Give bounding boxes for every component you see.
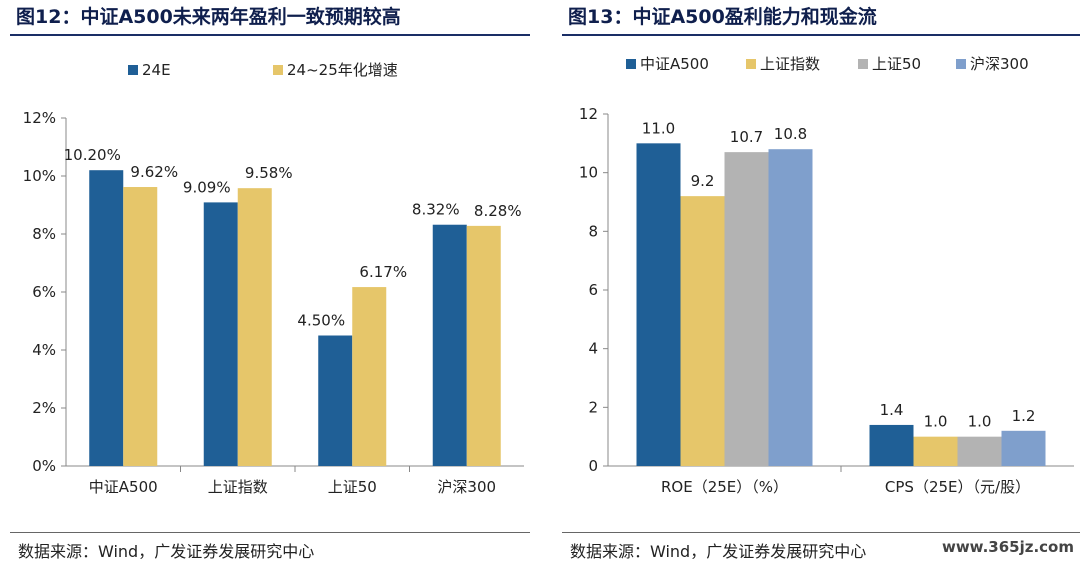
bar — [89, 170, 124, 466]
y-tick-label: 12 — [579, 105, 598, 123]
data-label: 11.0 — [642, 119, 675, 137]
bar — [680, 196, 725, 466]
legend-swatch — [746, 59, 756, 69]
x-category-label: 中证A500 — [89, 478, 158, 496]
bar — [1001, 430, 1046, 466]
y-tick-label: 8 — [588, 222, 598, 240]
chart-13-svg: 0 2 4 6 8 10 12 11.0 9.2 10.7 10.8 ROE（25E）（%） 1.4 1.… — [579, 55, 1074, 496]
source-note: 数据来源：Wind，广发证券发展研究中心 — [18, 542, 315, 561]
x-category-label: 上证指数 — [208, 478, 268, 496]
x-category-label: 沪深300 — [437, 478, 496, 496]
legend-label: 沪深300 — [970, 55, 1029, 73]
y-tick-label: 8% — [32, 225, 56, 243]
data-label: 1.0 — [924, 413, 948, 431]
bar — [432, 224, 467, 466]
title-rule — [562, 34, 1080, 36]
legend-swatch — [858, 59, 868, 69]
bar — [913, 436, 958, 466]
source-note: 数据来源：Wind，广发证券发展研究中心 — [570, 542, 867, 561]
y-tick-label: 0 — [588, 457, 598, 475]
watermark: www.365jz.com — [941, 538, 1074, 556]
bar — [352, 287, 387, 466]
bar — [724, 152, 769, 466]
title-rule — [10, 34, 530, 36]
y-tick-label: 4 — [588, 340, 598, 358]
bar — [466, 225, 501, 466]
source-rule — [562, 532, 1080, 533]
bar — [768, 149, 813, 466]
data-label: 10.7 — [730, 128, 763, 146]
source-rule — [10, 532, 530, 533]
chart-title: 图12：中证A500未来两年盈利一致预期较高 — [16, 6, 401, 28]
data-label: 10.20% — [64, 146, 121, 164]
data-label: 9.2 — [691, 172, 715, 190]
chart-title: 图13：中证A500盈利能力和现金流 — [568, 6, 877, 28]
chart-12-svg: 0% 2% 4% 6% 8% 10% 12% 10.20% 9.62% 中证A500 9.09% 9.… — [23, 61, 524, 496]
legend-swatch — [626, 59, 636, 69]
legend-swatch — [956, 59, 966, 69]
data-label: 1.2 — [1012, 407, 1036, 425]
bar — [869, 424, 914, 466]
x-category-label: CPS（25E）（元/股） — [885, 478, 1030, 496]
legend-label: 中证A500 — [640, 55, 709, 73]
y-tick-label: 2 — [588, 398, 598, 416]
data-label: 1.4 — [880, 401, 904, 419]
y-tick-label: 2% — [32, 399, 56, 417]
figure-13: 图13：中证A500盈利能力和现金流 0 2 4 6 8 10 12 11.0 9.2 10.7 1… — [552, 0, 1080, 566]
data-label: 9.58% — [245, 164, 293, 182]
legend-label: 24E — [142, 61, 171, 79]
data-label: 1.0 — [968, 413, 992, 431]
bar — [203, 202, 238, 466]
y-tick-label: 10 — [579, 164, 598, 182]
bar — [636, 143, 681, 466]
bar — [957, 436, 1002, 466]
y-tick-label: 0% — [32, 457, 56, 475]
legend-label: 上证50 — [872, 55, 921, 73]
legend-swatch — [128, 65, 138, 75]
y-tick-label: 6 — [588, 281, 598, 299]
data-label: 9.09% — [183, 178, 231, 196]
bar — [123, 187, 158, 466]
x-category-label: 上证50 — [328, 478, 377, 496]
x-category-label: ROE（25E）（%） — [661, 478, 788, 496]
legend-swatch — [273, 65, 283, 75]
bar — [237, 188, 272, 466]
y-tick-label: 10% — [23, 167, 56, 185]
data-label: 8.28% — [474, 202, 522, 220]
data-label: 10.8 — [774, 125, 807, 143]
legend-label: 上证指数 — [760, 55, 820, 73]
y-tick-label: 4% — [32, 341, 56, 359]
figure-12: 图12：中证A500未来两年盈利一致预期较高 0% 2% 4% 6% 8% 10% 12% 1… — [0, 0, 530, 566]
bar — [318, 335, 353, 466]
y-tick-label: 6% — [32, 283, 56, 301]
data-label: 8.32% — [412, 201, 460, 219]
data-label: 9.62% — [130, 163, 178, 181]
data-label: 4.50% — [297, 312, 345, 330]
data-label: 6.17% — [359, 263, 407, 281]
legend-label: 24~25年化增速 — [287, 61, 398, 79]
y-tick-label: 12% — [23, 109, 56, 127]
